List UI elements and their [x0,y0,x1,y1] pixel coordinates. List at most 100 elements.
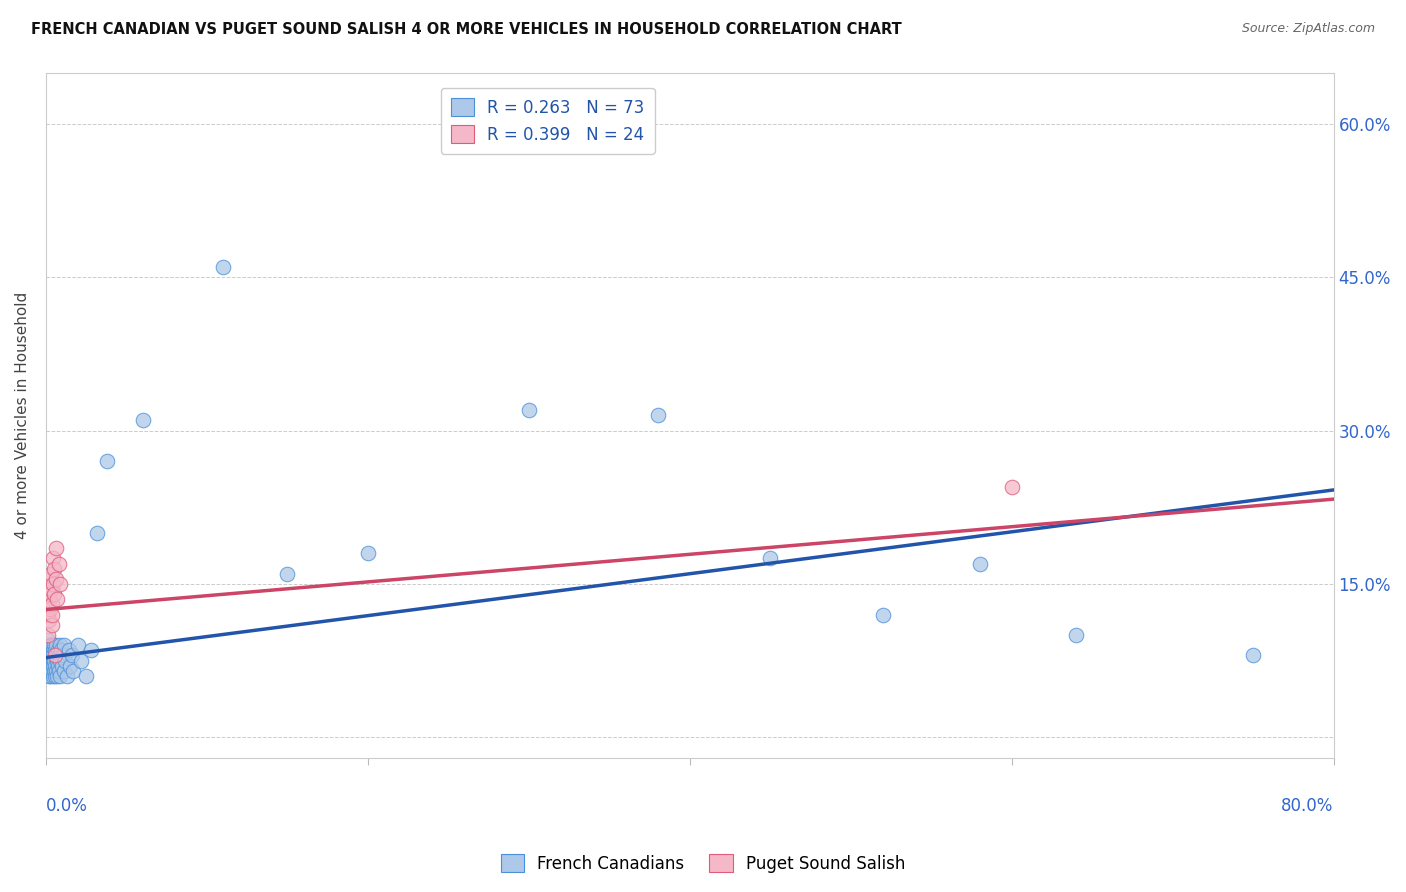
Point [46,592,69,607]
Point [42,587,65,601]
Point [38,598,60,612]
Point [37,664,59,678]
Point [44,648,66,663]
Point [42,669,65,683]
Point [38,658,60,673]
Point [44,654,66,668]
Point [42,638,65,652]
Point [41,658,63,673]
Point [46,658,69,673]
Legend: French Canadians, Puget Sound Salish: French Canadians, Puget Sound Salish [494,847,912,880]
Text: FRENCH CANADIAN VS PUGET SOUND SALISH 4 OR MORE VEHICLES IN HOUSEHOLD CORRELATIO: FRENCH CANADIAN VS PUGET SOUND SALISH 4 … [31,22,901,37]
Point [37,654,59,668]
Point [48,664,70,678]
Point [42,577,65,591]
Point [357,546,380,560]
Point [212,260,235,274]
Point [969,557,991,571]
Point [39,658,62,673]
Point [45,572,67,586]
Point [86,525,108,540]
Point [44,643,66,657]
Point [39,602,62,616]
Point [38,587,60,601]
Point [39,566,62,581]
Point [41,664,63,678]
Point [647,409,669,423]
Point [58,643,80,657]
Point [49,669,72,683]
Point [52,648,75,663]
Point [45,654,67,668]
Point [48,648,70,663]
Point [131,413,153,427]
Point [96,454,118,468]
Point [42,561,65,575]
Point [45,648,67,663]
Point [52,664,75,678]
Text: 80.0%: 80.0% [1281,797,1334,814]
Point [41,654,63,668]
Point [41,638,63,652]
Y-axis label: 4 or more Vehicles in Household: 4 or more Vehicles in Household [15,292,30,539]
Point [39,638,62,652]
Point [276,566,298,581]
Point [42,643,65,657]
Point [42,648,65,663]
Point [42,551,65,566]
Point [53,654,76,668]
Point [37,633,59,648]
Point [41,607,63,622]
Point [1241,648,1264,663]
Point [59,658,82,673]
Point [60,648,83,663]
Text: 0.0%: 0.0% [46,797,87,814]
Point [37,592,59,607]
Point [38,643,60,657]
Point [62,664,84,678]
Point [42,658,65,673]
Point [872,607,894,622]
Point [39,669,62,683]
Point [44,658,66,673]
Point [39,648,62,663]
Point [48,557,70,571]
Point [38,613,60,627]
Point [41,617,63,632]
Point [45,541,67,556]
Point [53,638,76,652]
Point [46,643,69,657]
Point [517,403,540,417]
Point [1001,480,1024,494]
Point [41,648,63,663]
Point [39,664,62,678]
Point [39,572,62,586]
Point [44,669,66,683]
Point [759,551,782,566]
Point [51,658,73,673]
Point [38,654,60,668]
Point [67,638,90,652]
Point [51,643,73,657]
Point [37,638,59,652]
Point [42,664,65,678]
Legend: R = 0.263   N = 73, R = 0.399   N = 24: R = 0.263 N = 73, R = 0.399 N = 24 [440,88,655,153]
Point [37,648,59,663]
Point [1064,628,1087,642]
Point [39,643,62,657]
Point [45,638,67,652]
Point [48,638,70,652]
Point [37,628,59,642]
Point [45,664,67,678]
Point [38,669,60,683]
Point [39,582,62,596]
Point [39,654,62,668]
Point [49,654,72,668]
Point [37,607,59,622]
Point [80,643,103,657]
Point [38,648,60,663]
Point [70,654,93,668]
Point [49,577,72,591]
Point [56,669,79,683]
Point [75,669,97,683]
